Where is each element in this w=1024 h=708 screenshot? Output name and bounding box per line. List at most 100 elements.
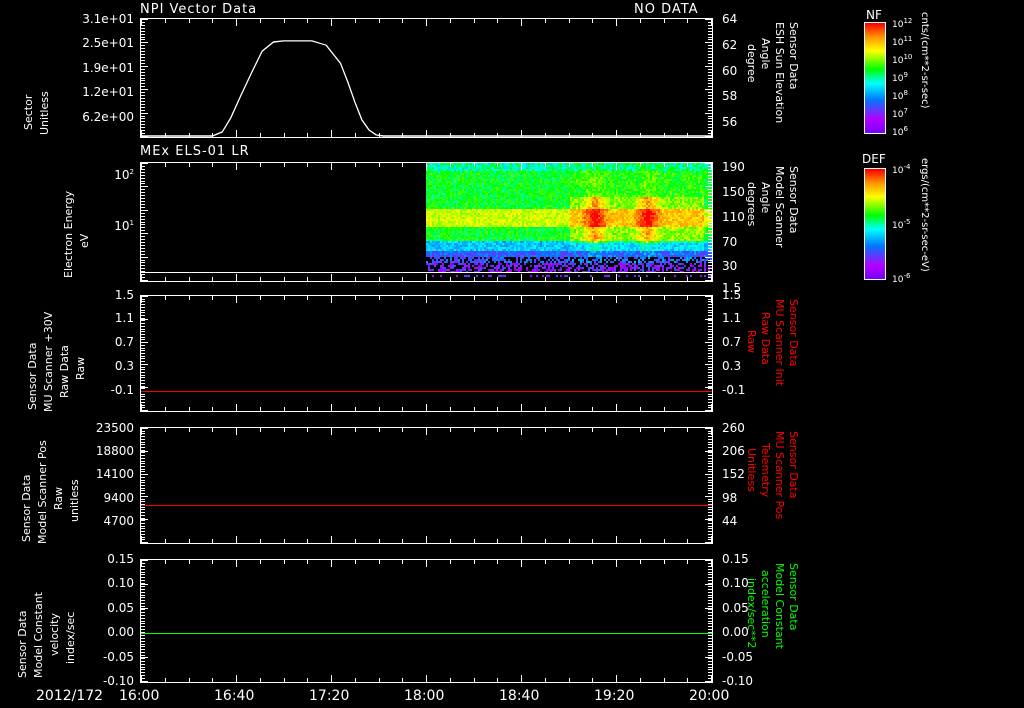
panel1-rtick-1: 62 — [722, 38, 738, 52]
panel2-title: MEx ELS-01 LR — [140, 144, 250, 159]
panel3-right-label-4: Raw — [745, 330, 758, 354]
xaxis-tick-4: 18:40 — [499, 688, 540, 704]
nf-colorbar[interactable] — [864, 22, 886, 134]
npi-sector-trace — [141, 19, 712, 137]
nf-cbtick-5: 107 — [892, 107, 908, 120]
panel4-right-label-1: Sensor Data — [787, 431, 800, 499]
nf-cbtick-3: 109 — [892, 71, 908, 84]
panel5-rtick-4: -0.05 — [722, 650, 754, 664]
panel4-ytick-1: 18800 — [95, 444, 134, 458]
panel1-left-label-1: Sector — [22, 94, 35, 130]
panel2-left-label-2: eV — [78, 233, 91, 248]
electron-energy-spectrogram — [141, 163, 712, 281]
panel1-left-label-2: Unitless — [38, 91, 51, 135]
panel1-right-label-3: Angle — [759, 38, 772, 70]
panel-model-scanner-pos[interactable] — [140, 427, 713, 544]
panel4-rtick-3: 98 — [722, 491, 738, 505]
panel5-right-label-1: Sensor Data — [787, 563, 800, 631]
xaxis-tick-5: 19:20 — [594, 688, 635, 704]
panel3-ytick-2: 0.7 — [114, 335, 134, 349]
panel1-title: NPI Vector Data — [140, 2, 258, 17]
xaxis-date: 2012/172 — [36, 688, 104, 704]
nf-colorbar-title: NF — [866, 8, 882, 22]
panel-npi-vector-data[interactable] — [140, 18, 713, 138]
nf-colorbar-units: cnts/(cm**2-sr-sec) — [919, 12, 930, 109]
panel5-right-label-2: Model Constant — [773, 563, 786, 649]
panel1-right-label-4: degree — [745, 44, 758, 83]
panel4-rtick-0: 260 — [722, 421, 745, 435]
panel4-rtick-1: 206 — [722, 444, 745, 458]
xaxis-tick-3: 18:00 — [404, 688, 445, 704]
panel3-right-label-1: Sensor Data — [787, 299, 800, 367]
panel5-ytick-5: -0.10 — [102, 674, 134, 688]
panel4-ytick-4: 4700 — [103, 514, 134, 528]
panel-model-constant-velocity[interactable] — [140, 559, 713, 683]
panel1-ytick-4: 6.2e+00 — [82, 110, 134, 124]
def-cbtick-0: 10-4 — [892, 163, 911, 176]
panel3-right-label-3: Raw Data — [759, 312, 772, 365]
panel5-ytick-0: 0.15 — [107, 552, 134, 566]
panel2-right-label-4: degrees — [745, 182, 758, 227]
panel5-right-label-3: acceleration — [759, 570, 772, 638]
panel3-rtick-0: 1.5 — [722, 288, 742, 302]
panel5-left-label-1: Sensor Data — [16, 610, 29, 678]
panel4-right-label-4: Unitless — [745, 448, 758, 492]
def-cbtick-1: 10-5 — [892, 218, 911, 231]
panel2-rtick-2: 110 — [722, 210, 745, 224]
def-cbtick-2: 10-6 — [892, 272, 911, 285]
def-colorbar[interactable] — [864, 168, 886, 280]
panel5-rtick-2: 0.05 — [722, 601, 749, 615]
panel-mu-scanner-30v[interactable] — [140, 295, 713, 412]
xaxis-tick-1: 16:40 — [214, 688, 255, 704]
panel-mex-els-01-lr[interactable] — [140, 162, 713, 282]
panel1-rtick-0: 64 — [722, 12, 738, 26]
panel3-ytick-0: 1.5 — [114, 288, 134, 302]
nf-cbtick-1: 1011 — [892, 35, 913, 48]
panel4-ytick-0: 23500 — [95, 421, 134, 435]
xaxis-tick-2: 17:20 — [309, 688, 350, 704]
panel1-title-right: NO DATA — [634, 2, 699, 17]
panel5-rtick-0: 0.15 — [722, 552, 749, 566]
panel4-ytick-2: 14100 — [95, 467, 134, 481]
panel4-left-label-1: Sensor Data — [20, 474, 33, 542]
def-colorbar-title: DEF — [862, 152, 886, 166]
panel2-right-label-1: Sensor Data — [787, 166, 800, 234]
panel2-right-label-2: Model Scanner — [773, 166, 786, 248]
nf-cbtick-6: 106 — [892, 125, 908, 138]
panel2-ytick-0: 102 — [114, 168, 134, 182]
nf-cbtick-0: 1012 — [892, 17, 913, 30]
model-scanner-pos-trace — [141, 428, 712, 543]
panel4-right-label-3: Telemetry — [759, 443, 772, 498]
panel3-ytick-3: 0.3 — [114, 359, 134, 373]
def-colorbar-units: ergs/(cm**2-sr-sec-eV) — [919, 158, 930, 272]
panel1-rtick-2: 60 — [722, 64, 738, 78]
panel5-left-label-2: Model Constant — [32, 592, 45, 678]
panel2-rtick-4: 30 — [722, 259, 738, 273]
panel1-right-label-1: Sensor Data — [787, 22, 800, 90]
panel4-right-label-2: MU Scanner Pos — [773, 431, 786, 520]
panel1-ytick-0: 3.1e+01 — [82, 12, 134, 26]
panel3-left-label-1: Sensor Data — [26, 342, 39, 410]
panel3-rtick-4: -0.1 — [722, 383, 746, 397]
panel5-rtick-5: -0.10 — [722, 674, 754, 688]
panel5-ytick-4: -0.05 — [102, 650, 134, 664]
xaxis-tick-6: 20:00 — [689, 688, 730, 704]
panel4-ytick-3: 9400 — [103, 491, 134, 505]
panel5-rtick-1: 0.10 — [722, 576, 749, 590]
def-colorbar-gradient — [865, 169, 885, 279]
panel3-ytick-4: -0.1 — [110, 383, 134, 397]
panel5-ytick-2: 0.05 — [107, 601, 134, 615]
panel1-ytick-1: 2.5e+01 — [82, 36, 134, 50]
panel2-left-label-1: Electron Energy — [62, 190, 75, 278]
panel5-rtick-3: 0.00 — [722, 625, 749, 639]
panel3-left-label-2: MU Scanner +30V — [42, 311, 55, 412]
panel4-rtick-4: 44 — [722, 514, 738, 528]
panel3-rtick-1: 1.1 — [722, 311, 742, 325]
panel2-ytick-1: 101 — [114, 219, 134, 233]
panel2-right-label-3: Angle — [759, 182, 772, 214]
model-constant-velocity-trace — [141, 560, 712, 682]
panel2-rtick-5: 1.5 — [722, 281, 742, 295]
panel3-rtick-3: 0.3 — [722, 359, 742, 373]
panel1-ytick-2: 1.9e+01 — [82, 61, 134, 75]
panel1-rtick-4: 56 — [722, 115, 738, 129]
